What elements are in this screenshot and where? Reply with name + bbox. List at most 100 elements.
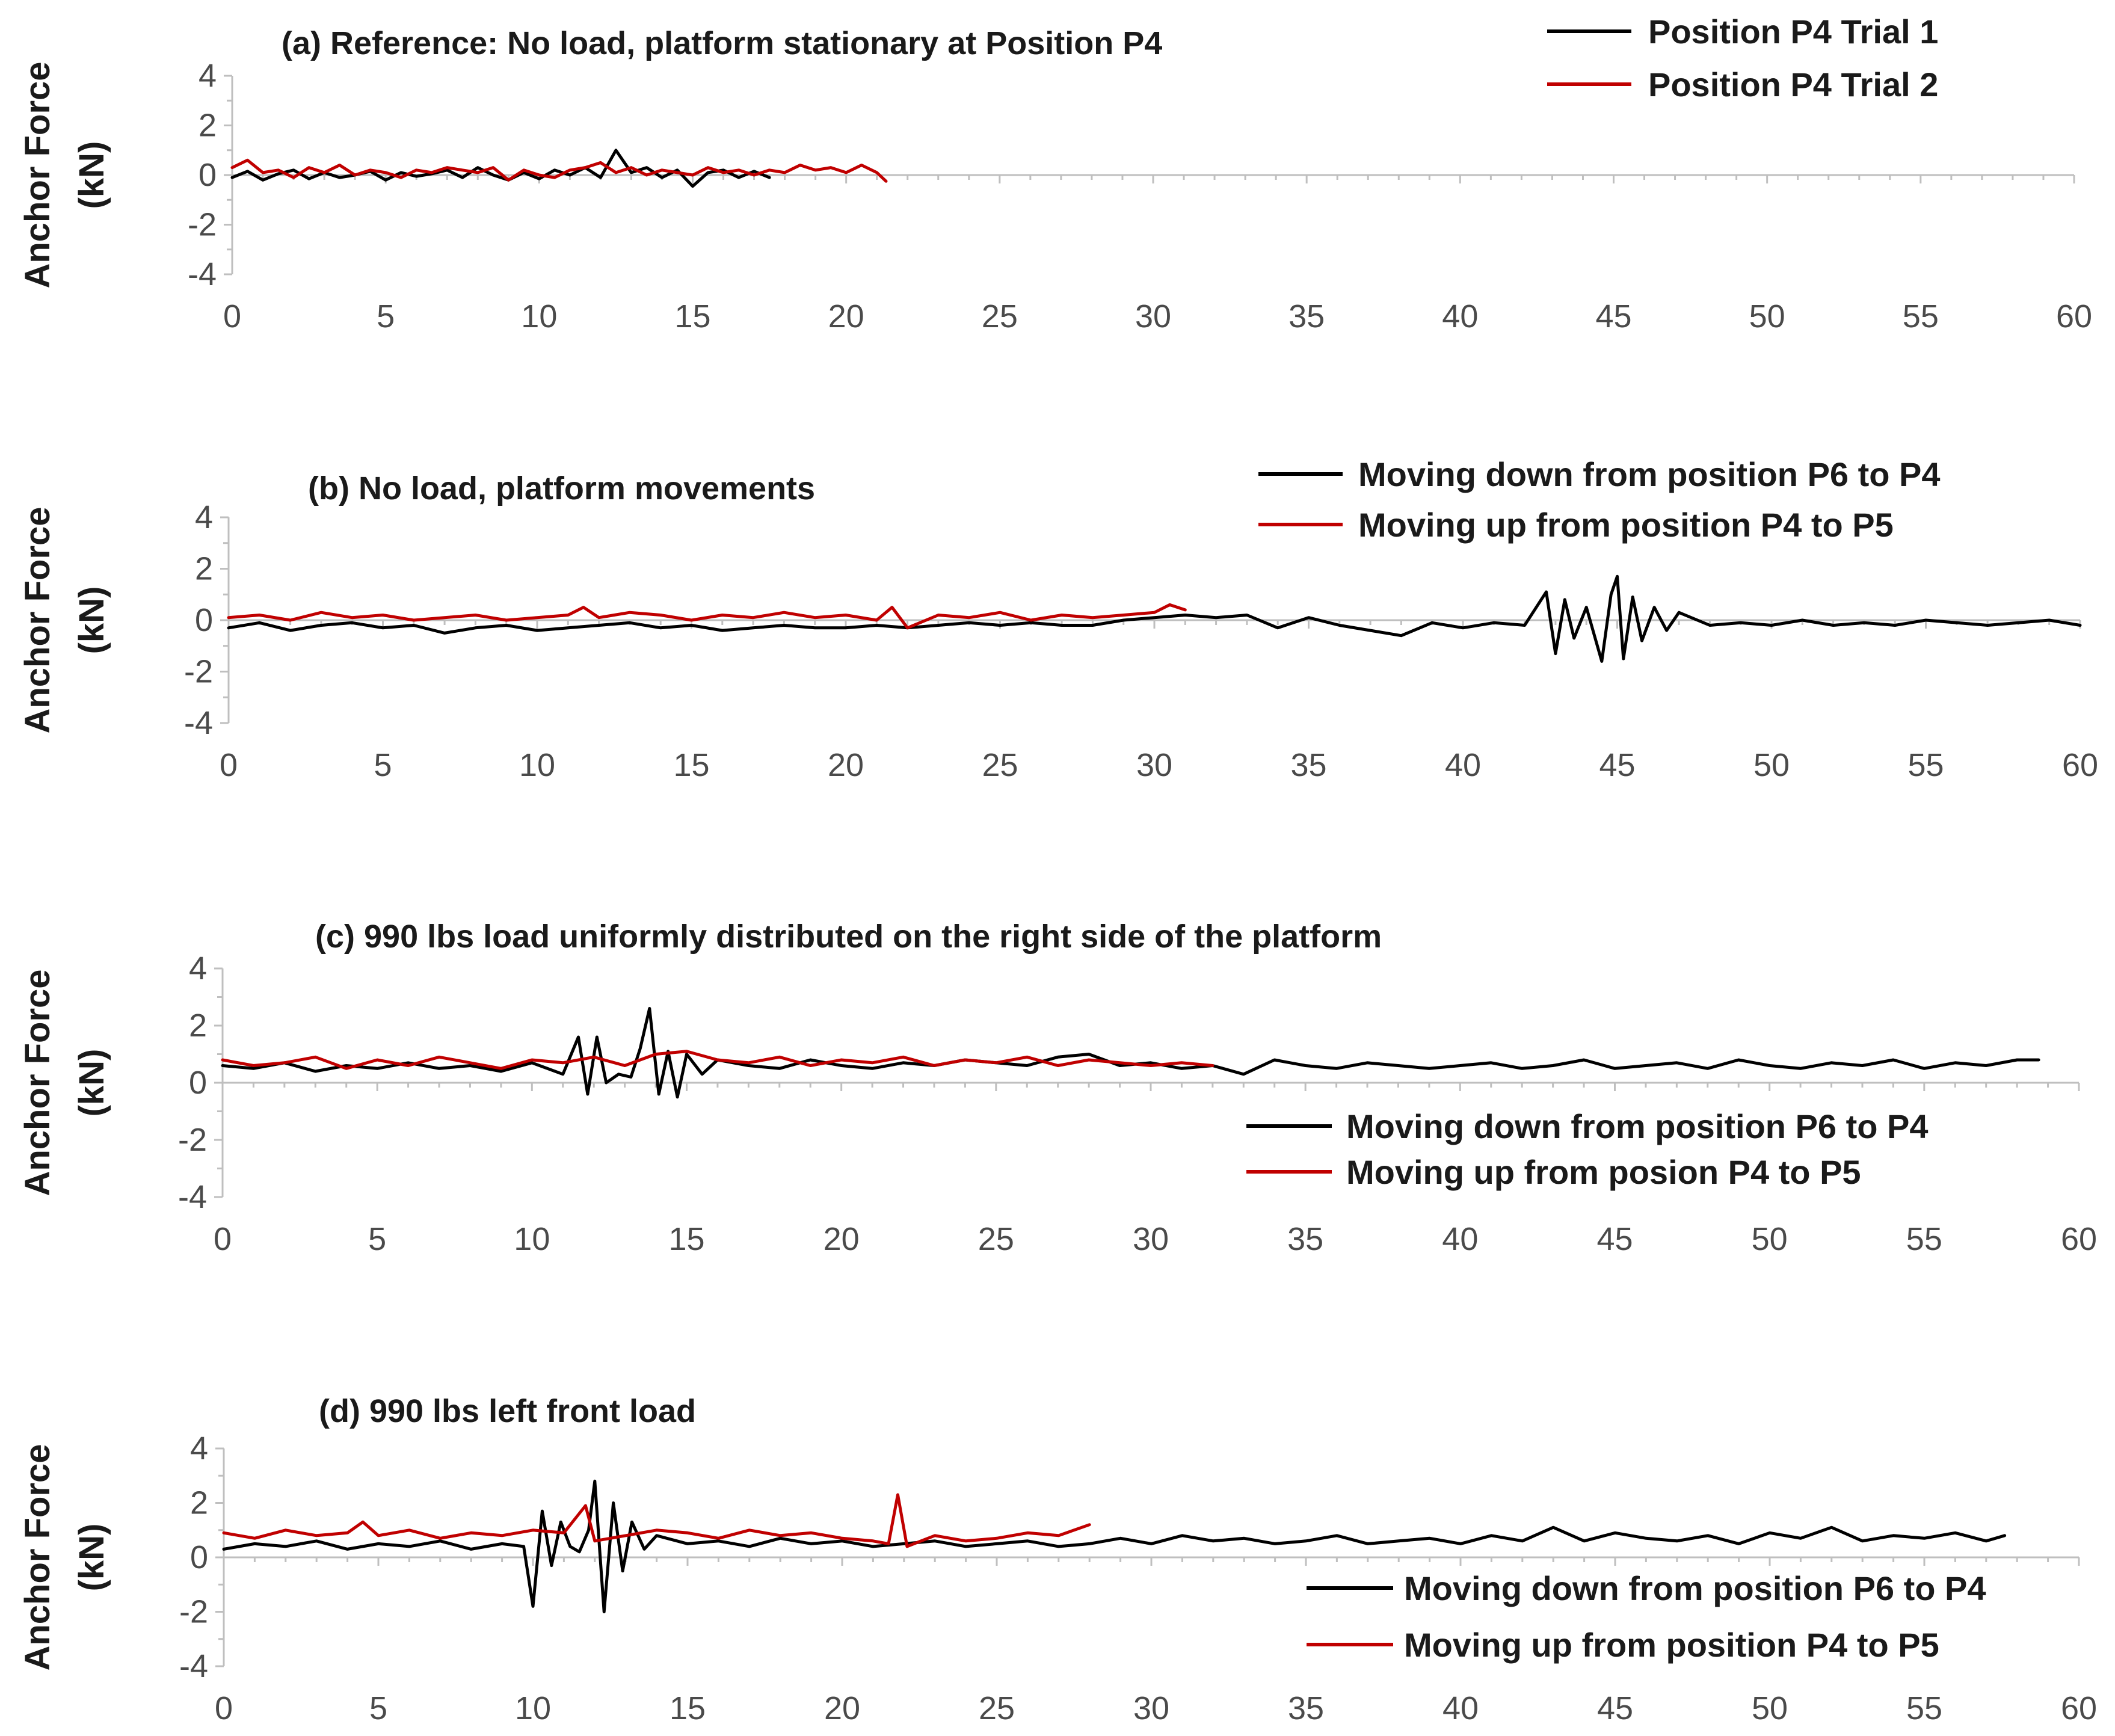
x-tick-label: 50 <box>1753 747 1790 783</box>
x-tick-label: 30 <box>1133 1221 1169 1257</box>
series-line-1 <box>227 574 2082 663</box>
y-tick-label: 2 <box>189 1008 207 1044</box>
x-tick-label: 55 <box>1906 1690 1942 1726</box>
y-tick-label: 0 <box>190 1539 208 1575</box>
x-tick-label: 40 <box>1442 298 1478 334</box>
x-tick-label: 5 <box>369 1690 387 1726</box>
x-tick-label: 40 <box>1442 1221 1478 1257</box>
legend-entry: Moving down from position P6 to P4 <box>1404 1569 1986 1607</box>
legend-entry: Moving up from position P4 to P5 <box>1404 1626 1939 1664</box>
x-tick-label: 35 <box>1288 1690 1324 1726</box>
x-tick-label: 15 <box>670 1690 706 1726</box>
x-tick-label: 35 <box>1287 1221 1323 1257</box>
x-tick-label: 45 <box>1595 298 1631 334</box>
y-tick-label: 2 <box>190 1485 208 1521</box>
series-line-2 <box>222 1493 1091 1548</box>
series-line-2 <box>230 158 888 183</box>
panel-title: (d) 990 lbs left front load <box>319 1393 696 1429</box>
x-tick-label: 0 <box>215 1690 233 1726</box>
series-line-1 <box>221 1007 2040 1099</box>
x-tick-label: 10 <box>521 298 557 334</box>
y-axis-unit-label: (kN) <box>72 1524 111 1592</box>
x-tick-label: 25 <box>982 747 1018 783</box>
x-tick-label: 10 <box>515 1690 551 1726</box>
x-tick-label: 50 <box>1752 1221 1788 1257</box>
legend-entry: Position P4 Trial 2 <box>1648 66 1938 103</box>
y-tick-label: 2 <box>199 108 217 144</box>
x-tick-label: 50 <box>1752 1690 1788 1726</box>
y-tick-label: -4 <box>178 1179 207 1215</box>
x-tick-label: 35 <box>1288 298 1325 334</box>
x-tick-label: 45 <box>1597 1690 1633 1726</box>
x-tick-label: 60 <box>2062 747 2098 783</box>
series-line-2 <box>221 1050 1215 1070</box>
y-tick-label: -2 <box>179 1594 208 1630</box>
y-axis-unit-label: (kN) <box>72 141 111 209</box>
panel-title: (a) Reference: No load, platform station… <box>282 25 1162 61</box>
y-axis-label: Anchor Force <box>18 506 57 733</box>
x-tick-label: 0 <box>214 1221 232 1257</box>
legend-entry: Moving down from position P6 to P4 <box>1358 455 1941 493</box>
x-tick-label: 0 <box>220 747 238 783</box>
x-tick-label: 45 <box>1599 747 1635 783</box>
x-tick-label: 0 <box>223 298 241 334</box>
x-tick-label: 60 <box>2061 1221 2097 1257</box>
x-tick-label: 40 <box>1442 1690 1479 1726</box>
series-line-1 <box>222 1479 2007 1613</box>
x-tick-label: 50 <box>1749 298 1785 334</box>
x-tick-label: 15 <box>674 298 710 334</box>
x-tick-label: 20 <box>824 1221 860 1257</box>
y-axis-label: Anchor Force <box>18 61 57 288</box>
x-tick-label: 30 <box>1135 298 1171 334</box>
x-tick-label: 45 <box>1596 1221 1633 1257</box>
y-tick-label: -2 <box>178 1122 207 1158</box>
y-tick-label: -4 <box>179 1648 208 1684</box>
x-tick-label: 40 <box>1445 747 1481 783</box>
x-tick-label: 5 <box>377 298 395 334</box>
y-tick-label: 2 <box>195 551 213 587</box>
x-tick-label: 20 <box>828 747 864 783</box>
y-axis-label: Anchor Force <box>18 1444 57 1670</box>
x-tick-label: 15 <box>668 1221 704 1257</box>
y-tick-label: 4 <box>195 499 213 535</box>
x-tick-label: 55 <box>1903 298 1939 334</box>
y-axis-unit-label: (kN) <box>72 1049 111 1117</box>
legend-entry: Moving up from position P4 to P5 <box>1358 506 1894 544</box>
y-axis-label: Anchor Force <box>18 969 57 1196</box>
x-tick-label: 60 <box>2061 1690 2097 1726</box>
y-tick-label: -4 <box>184 705 213 741</box>
x-tick-label: 20 <box>828 298 864 334</box>
x-tick-label: 10 <box>514 1221 550 1257</box>
x-tick-label: 25 <box>978 1221 1014 1257</box>
legend-entry: Moving down from position P6 to P4 <box>1346 1107 1929 1145</box>
panel-title: (b) No load, platform movements <box>308 470 815 506</box>
y-tick-label: -2 <box>184 654 213 690</box>
y-tick-label: 0 <box>199 157 217 193</box>
x-tick-label: 30 <box>1136 747 1172 783</box>
x-tick-label: 35 <box>1290 747 1326 783</box>
x-tick-label: 10 <box>519 747 555 783</box>
y-axis-unit-label: (kN) <box>72 586 111 654</box>
x-tick-label: 60 <box>2056 298 2092 334</box>
x-tick-label: 30 <box>1133 1690 1169 1726</box>
y-tick-label: 0 <box>195 602 213 638</box>
x-tick-label: 55 <box>1906 1221 1942 1257</box>
y-tick-label: 4 <box>199 58 217 94</box>
x-tick-label: 25 <box>982 298 1018 334</box>
y-tick-label: 4 <box>190 1430 208 1467</box>
x-tick-label: 15 <box>673 747 709 783</box>
y-tick-label: -4 <box>188 256 217 292</box>
panel-title: (c) 990 lbs load uniformly distributed o… <box>315 919 1382 955</box>
y-tick-label: 4 <box>189 950 207 987</box>
legend-entry: Moving up from posion P4 to P5 <box>1346 1153 1861 1191</box>
x-tick-label: 5 <box>368 1221 386 1257</box>
x-tick-label: 5 <box>374 747 392 783</box>
x-tick-label: 55 <box>1907 747 1944 783</box>
y-tick-label: -2 <box>188 207 217 243</box>
legend-entry: Position P4 Trial 1 <box>1648 13 1938 51</box>
